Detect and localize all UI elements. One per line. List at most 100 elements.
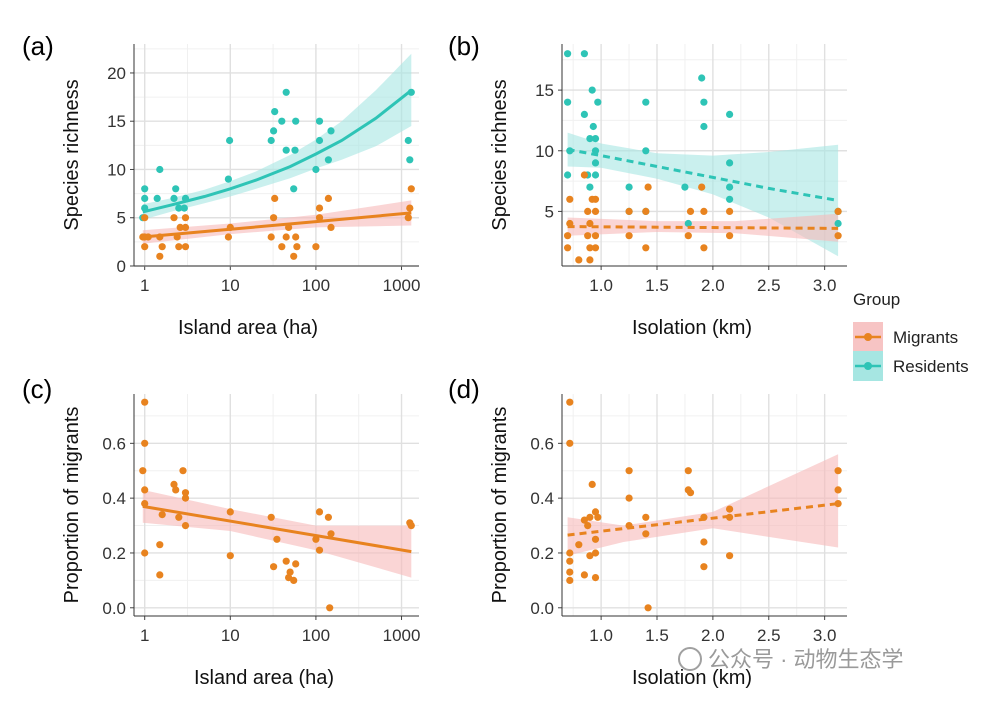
- point-residents: [278, 117, 286, 125]
- point-migrants: [404, 214, 412, 222]
- point-migrants: [176, 223, 184, 231]
- point-migrants: [591, 574, 600, 582]
- point-residents: [324, 156, 332, 164]
- point-residents: [726, 110, 734, 118]
- x-tick-label: 1.5: [645, 626, 669, 645]
- point-migrants: [181, 243, 190, 251]
- point-migrants: [580, 516, 589, 524]
- point-residents: [267, 136, 275, 145]
- point-migrants: [625, 207, 633, 215]
- point-migrants: [700, 563, 708, 571]
- point-residents: [726, 183, 734, 191]
- point-migrants: [834, 207, 842, 215]
- y-tick-label: 0.4: [530, 489, 554, 508]
- point-migrants: [141, 486, 149, 494]
- point-migrants: [684, 232, 692, 240]
- point-migrants: [726, 505, 734, 513]
- point-residents: [681, 183, 689, 191]
- y-axis-title: Proportion of migrants: [489, 407, 511, 604]
- ci-band-migrants: [567, 454, 839, 556]
- point-residents: [226, 136, 234, 145]
- x-axis-title: Isolation (km): [632, 667, 752, 689]
- point-migrants: [273, 535, 281, 543]
- panel-label: (a): [22, 31, 54, 61]
- point-migrants: [181, 494, 190, 502]
- point-migrants: [564, 232, 572, 240]
- y-tick-label: 0.2: [530, 544, 554, 563]
- x-tick-label: 3.0: [813, 626, 837, 645]
- point-residents: [594, 98, 602, 106]
- point-migrants: [292, 233, 300, 241]
- legend-title: Group: [853, 290, 900, 309]
- point-migrants: [290, 252, 298, 260]
- point-residents: [700, 98, 708, 106]
- point-migrants: [644, 604, 652, 612]
- point-migrants: [270, 563, 278, 571]
- y-tick-label: 0.6: [530, 434, 554, 453]
- point-migrants: [156, 571, 164, 579]
- point-migrants: [326, 604, 334, 612]
- y-tick-label: 0.0: [102, 599, 126, 618]
- point-migrants: [181, 489, 190, 497]
- point-residents: [591, 147, 600, 155]
- point-migrants: [834, 232, 842, 240]
- point-migrants: [315, 204, 324, 212]
- point-migrants: [312, 535, 320, 543]
- point-migrants: [591, 508, 600, 516]
- point-migrants: [586, 256, 594, 264]
- legend-dot-migrants: [864, 333, 872, 341]
- point-residents: [141, 194, 149, 202]
- x-axis-title: Isolation (km): [632, 317, 752, 339]
- fit-line-migrants: [567, 225, 839, 230]
- point-migrants: [267, 513, 275, 521]
- point-migrants: [327, 223, 335, 231]
- x-tick-label: 3.0: [813, 276, 837, 295]
- y-tick-label: 0: [117, 257, 126, 276]
- y-tick-label: 5: [117, 209, 126, 228]
- ci-band-residents: [142, 53, 412, 220]
- x-tick-label: 1000: [383, 626, 421, 645]
- point-migrants: [315, 508, 324, 516]
- point-residents: [700, 122, 708, 131]
- point-migrants: [642, 207, 650, 215]
- point-residents: [642, 147, 650, 155]
- point-migrants: [625, 232, 633, 240]
- point-residents: [291, 146, 299, 154]
- y-tick-label: 10: [535, 142, 554, 161]
- x-tick-label: 100: [302, 276, 330, 295]
- point-migrants: [584, 207, 592, 215]
- legend-dot-residents: [864, 362, 872, 370]
- panel-label: (b): [448, 31, 480, 61]
- point-migrants: [226, 508, 234, 516]
- point-migrants: [644, 183, 652, 191]
- point-migrants: [700, 538, 708, 546]
- point-residents: [586, 183, 594, 191]
- panel-b: 1.0 1.5 2.0 2.5 3.0 5 10 15 (b) Isolation (km) Spe…: [448, 31, 847, 339]
- point-migrants: [726, 232, 734, 240]
- legend-label-migrants: Migrants: [893, 328, 958, 347]
- x-tick-label: 1: [140, 626, 149, 645]
- point-residents: [172, 185, 180, 193]
- point-residents: [141, 185, 149, 193]
- point-migrants: [586, 552, 594, 560]
- point-migrants: [642, 513, 650, 521]
- point-residents: [270, 127, 278, 135]
- y-tick-label: 0.4: [102, 489, 126, 508]
- point-migrants: [282, 557, 290, 565]
- point-residents: [580, 50, 589, 58]
- point-residents: [156, 165, 164, 174]
- point-migrants: [564, 244, 572, 252]
- point-residents: [586, 135, 594, 143]
- x-tick-label: 10: [221, 626, 240, 645]
- point-migrants: [315, 214, 324, 222]
- watermark-text: 公众号 · 动物生态学: [708, 647, 904, 672]
- panel-c: 1 10 100 1000 0.0 0.2 0.4 0.6 (c) Island area (ha…: [22, 374, 420, 689]
- point-migrants: [315, 546, 324, 554]
- point-residents: [591, 135, 600, 143]
- fit-line-residents: [567, 148, 839, 202]
- point-residents: [224, 175, 232, 183]
- point-residents: [591, 159, 600, 167]
- point-residents: [282, 88, 290, 96]
- point-residents: [180, 204, 188, 212]
- point-migrants: [575, 256, 583, 264]
